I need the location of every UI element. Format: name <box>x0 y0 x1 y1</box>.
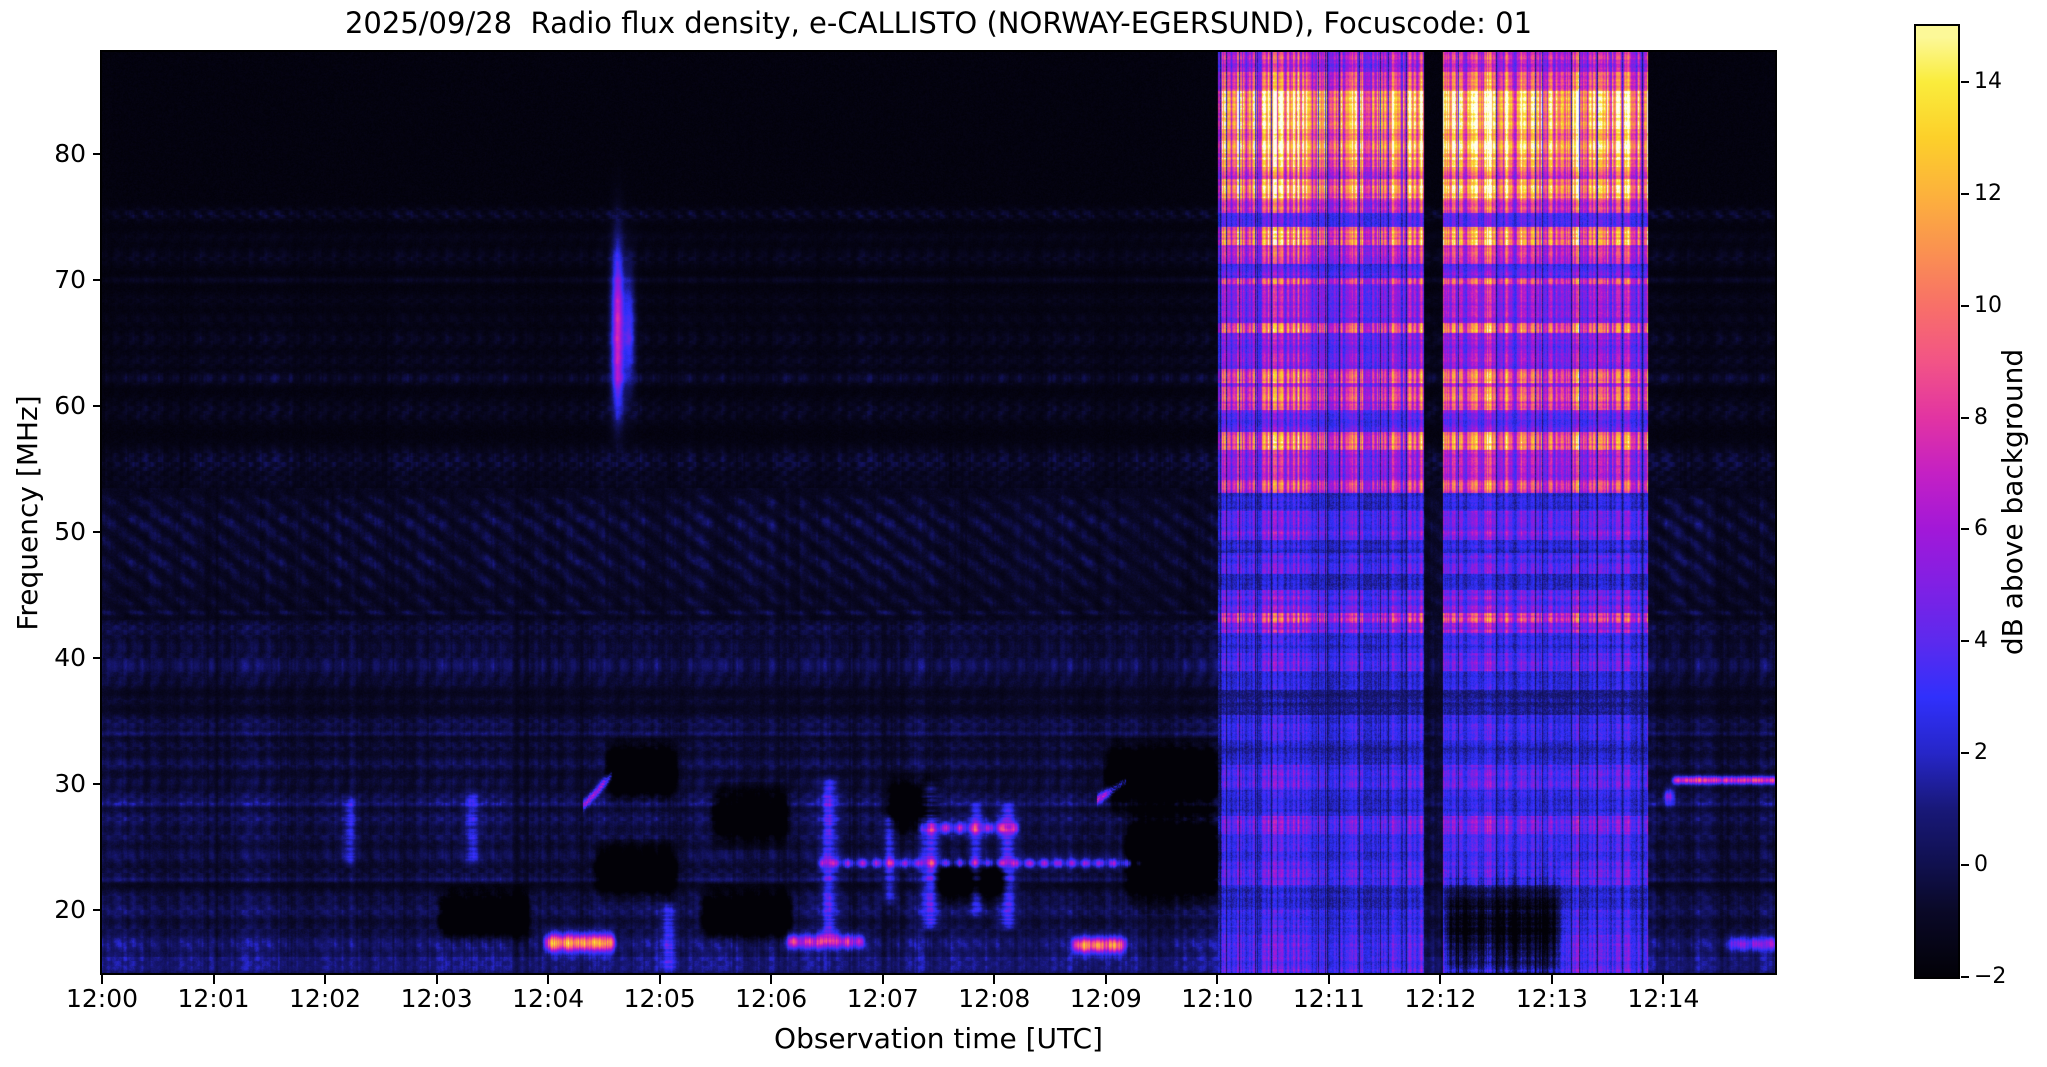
y-tick-mark <box>93 405 102 408</box>
spectrogram-canvas <box>102 52 1775 973</box>
x-tick-mark <box>212 975 215 984</box>
colorbar-tick-label: 6 <box>1974 516 1988 542</box>
colorbar-tick-mark <box>1961 640 1969 643</box>
colorbar-tick-mark <box>1961 976 1969 978</box>
x-tick-label: 12:10 <box>1181 984 1254 1013</box>
colorbar-tick-label: 14 <box>1974 68 2002 94</box>
y-tick-mark <box>93 531 102 534</box>
y-tick-mark <box>93 909 102 911</box>
x-tick-mark <box>1662 975 1665 984</box>
x-tick-label: 12:02 <box>289 984 362 1013</box>
colorbar-tick-mark <box>1961 80 1969 83</box>
y-tick-label: 70 <box>54 265 86 295</box>
x-tick-mark <box>881 975 884 984</box>
y-tick-label: 50 <box>54 517 86 547</box>
x-tick-label: 12:13 <box>1515 984 1588 1013</box>
colorbar-tick-label: 0 <box>1974 852 1988 878</box>
y-tick-mark <box>93 153 102 156</box>
colorbar-tick-mark <box>1961 192 1969 195</box>
colorbar-tick-mark <box>1961 528 1969 531</box>
plot-area <box>100 50 1777 975</box>
x-tick-mark <box>993 975 996 984</box>
colorbar-label: dB above background <box>1996 348 2029 656</box>
x-tick-label: 12:09 <box>1069 984 1142 1013</box>
y-tick-label: 30 <box>54 769 86 798</box>
y-tick-label: 80 <box>54 139 86 169</box>
colorbar-tick-mark <box>1961 752 1969 755</box>
y-axis-label: Frequency [MHz] <box>11 395 44 631</box>
x-tick-mark <box>1216 975 1219 984</box>
y-tick-mark <box>93 657 102 660</box>
x-tick-label: 12:05 <box>623 984 696 1013</box>
y-tick-label: 20 <box>54 895 86 924</box>
x-axis-label: Observation time [UTC] <box>774 1022 1103 1055</box>
y-tick-label: 40 <box>54 643 86 673</box>
y-tick-mark <box>93 783 102 785</box>
x-tick-mark <box>1104 975 1107 984</box>
colorbar-tick-label: 10 <box>1974 292 2002 318</box>
x-tick-mark <box>1550 975 1553 984</box>
y-tick-label: 60 <box>54 391 86 421</box>
colorbar-gradient <box>1916 26 1958 977</box>
x-tick-label: 12:11 <box>1292 984 1365 1013</box>
x-tick-mark <box>1327 975 1330 984</box>
x-tick-mark <box>658 975 661 984</box>
x-tick-mark <box>435 975 438 984</box>
x-tick-label: 12:01 <box>177 984 250 1013</box>
x-tick-label: 12:14 <box>1627 984 1700 1013</box>
x-tick-mark <box>1439 975 1442 984</box>
x-tick-label: 12:00 <box>65 984 139 1013</box>
colorbar-tick-label: 8 <box>1974 404 1988 430</box>
colorbar-tick-mark <box>1961 864 1969 867</box>
colorbar-tick-label: −2 <box>1974 964 2007 989</box>
colorbar-tick-label: 2 <box>1974 740 1988 766</box>
x-tick-label: 12:06 <box>735 984 808 1013</box>
colorbar-tick-mark <box>1961 304 1969 307</box>
x-tick-mark <box>770 975 773 984</box>
chart-title: 2025/09/28 Radio flux density, e-CALLIST… <box>344 6 1533 40</box>
x-tick-mark <box>324 975 327 984</box>
x-tick-label: 12:03 <box>400 984 473 1013</box>
x-tick-mark <box>547 975 550 984</box>
colorbar-tick-label: 4 <box>1974 628 1988 654</box>
x-tick-mark <box>101 975 103 984</box>
y-tick-mark <box>93 279 102 282</box>
x-tick-label: 12:08 <box>958 984 1031 1013</box>
x-tick-label: 12:04 <box>512 984 585 1013</box>
colorbar-tick-label: 12 <box>1974 180 2002 206</box>
colorbar-tick-mark <box>1961 416 1969 419</box>
x-tick-label: 12:12 <box>1404 984 1477 1013</box>
colorbar <box>1914 24 1960 979</box>
x-tick-label: 12:07 <box>846 984 919 1013</box>
